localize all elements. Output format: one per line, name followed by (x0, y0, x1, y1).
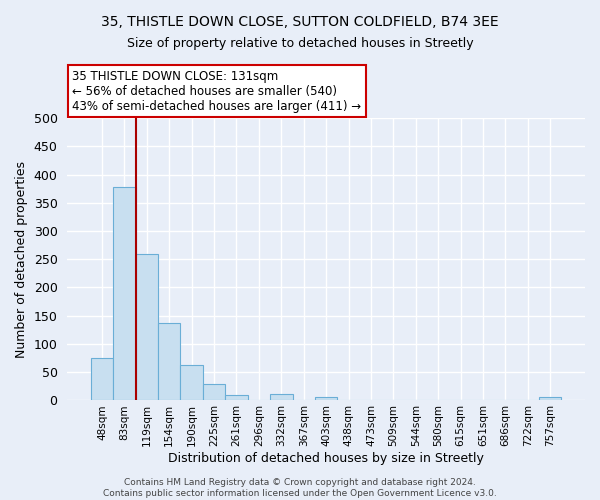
Text: Contains HM Land Registry data © Crown copyright and database right 2024.
Contai: Contains HM Land Registry data © Crown c… (103, 478, 497, 498)
X-axis label: Distribution of detached houses by size in Streetly: Distribution of detached houses by size … (168, 452, 484, 465)
Bar (539, 398, 562, 400)
Bar (113, 187, 136, 400)
Bar (136, 254, 158, 400)
Bar (158, 323, 181, 400)
Bar (203, 384, 225, 400)
Y-axis label: Number of detached properties: Number of detached properties (15, 160, 28, 358)
Text: 35, THISTLE DOWN CLOSE, SUTTON COLDFIELD, B74 3EE: 35, THISTLE DOWN CLOSE, SUTTON COLDFIELD… (101, 15, 499, 29)
Bar (225, 394, 248, 400)
Bar (315, 398, 337, 400)
Bar (270, 394, 293, 400)
Text: 35 THISTLE DOWN CLOSE: 131sqm
← 56% of detached houses are smaller (540)
43% of : 35 THISTLE DOWN CLOSE: 131sqm ← 56% of d… (73, 70, 362, 112)
Bar (181, 365, 203, 400)
Text: Size of property relative to detached houses in Streetly: Size of property relative to detached ho… (127, 38, 473, 51)
Bar (91, 358, 113, 400)
